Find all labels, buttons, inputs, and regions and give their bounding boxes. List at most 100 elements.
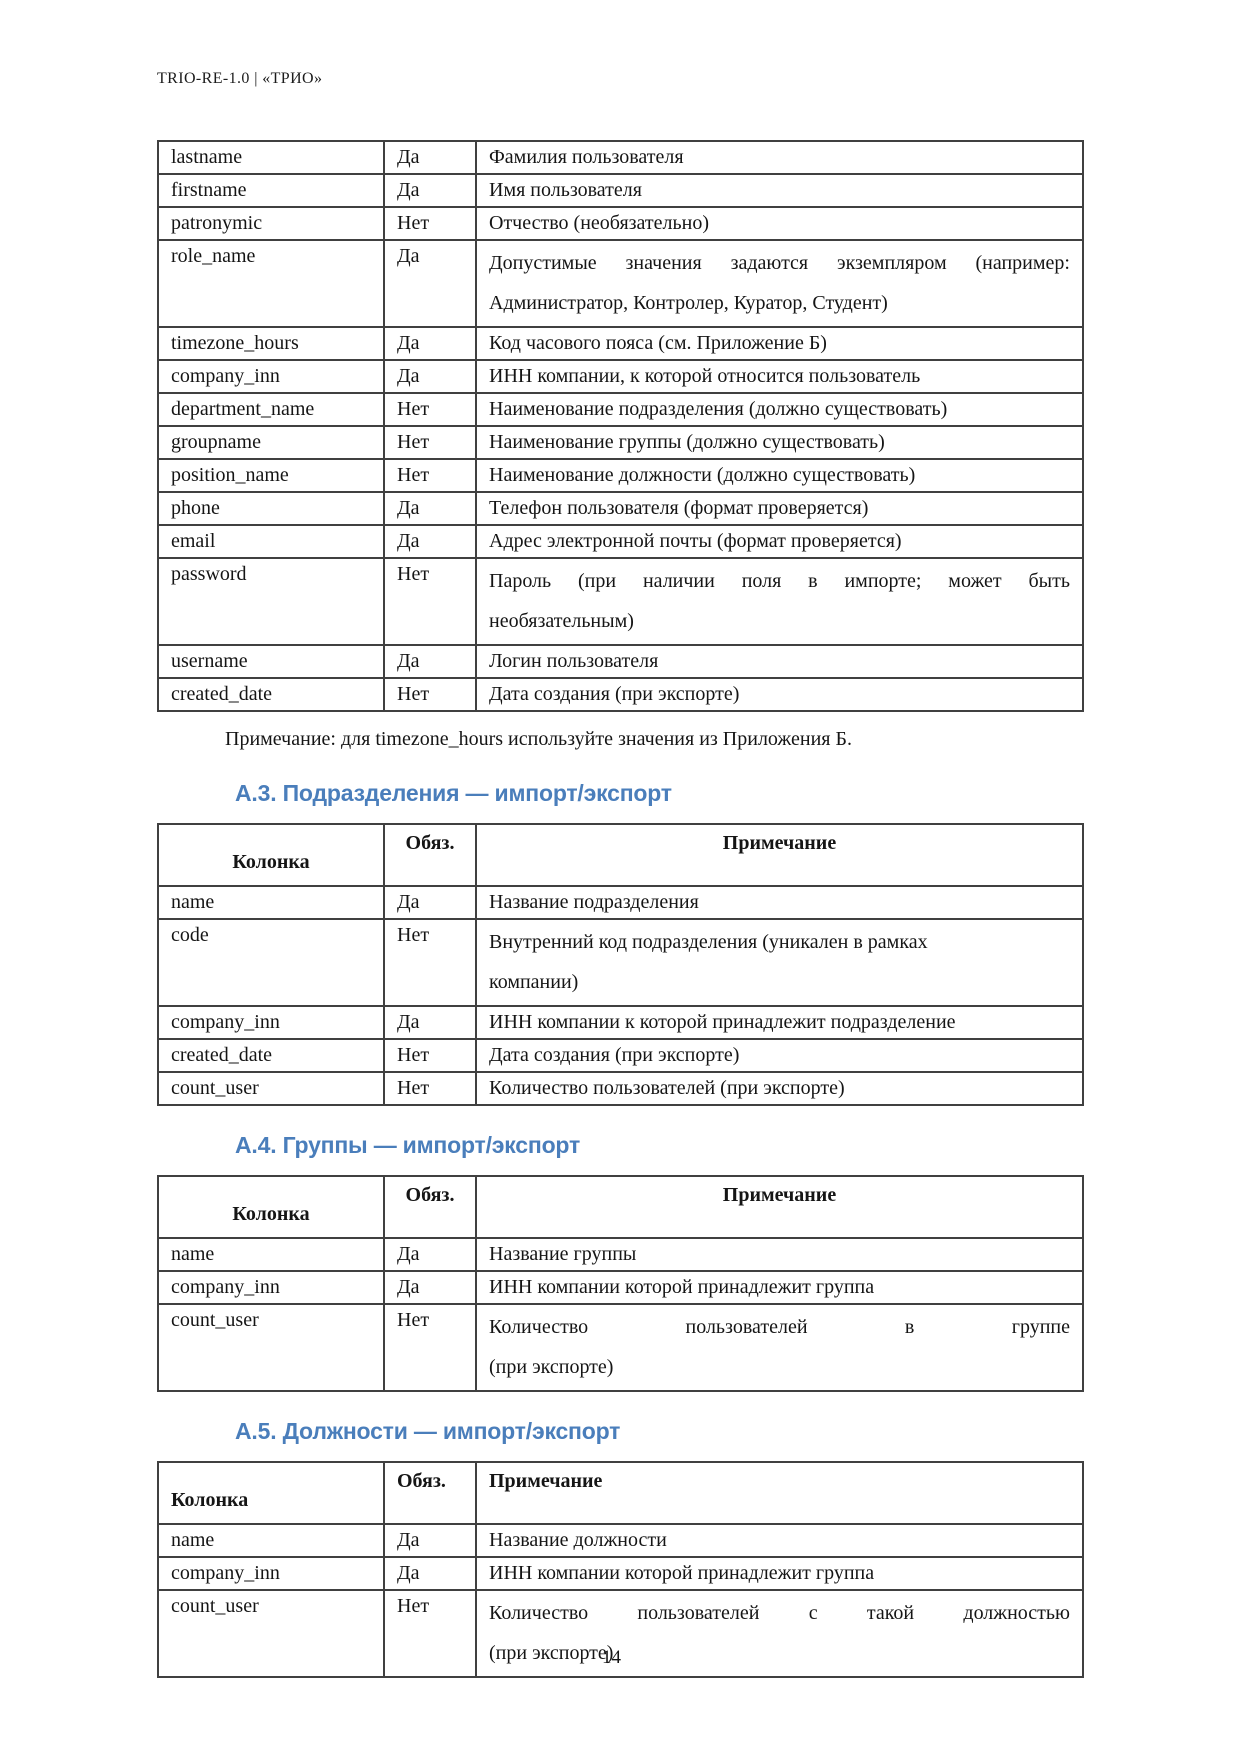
- column-name-cell: password: [157, 557, 385, 646]
- table-row: count_user Нет Количество пользователей в гру…: [157, 1303, 1084, 1392]
- required-cell: Да: [383, 1556, 477, 1591]
- note-cell: Название подразделения: [475, 885, 1084, 920]
- column-name-cell: company_inn: [157, 1556, 385, 1591]
- table-row: created_date Нет Дата создания (при экспор…: [157, 677, 1084, 712]
- note-cell: Наименование группы (должно существовать…: [475, 425, 1084, 460]
- column-name-cell: name: [157, 885, 385, 920]
- users-columns-table: lastname Да Фамилия пользователя firstname Д…: [157, 140, 1084, 712]
- note-cell: Дата создания (при экспорте): [475, 677, 1084, 712]
- column-name-cell: count_user: [157, 1303, 385, 1392]
- header-required-cell: Обяз.: [383, 1461, 477, 1525]
- required-cell: Нет: [383, 918, 477, 1007]
- positions-columns-table: Колонка Обяз. Примечание name Да Название дол…: [157, 1461, 1084, 1678]
- table-row: patronymic Нет Отчество (необязательно): [157, 206, 1084, 241]
- column-name-cell: code: [157, 918, 385, 1007]
- table-row: timezone_hours Да Код часового пояса (см. …: [157, 326, 1084, 361]
- required-cell: Нет: [383, 425, 477, 460]
- note-cell: Количество пользователей с такой должностью(…: [475, 1589, 1084, 1678]
- header-required-cell: Обяз.: [383, 823, 477, 887]
- table-row: groupname Нет Наименование группы (должно …: [157, 425, 1084, 460]
- note-cell: Название группы: [475, 1237, 1084, 1272]
- required-cell: Да: [383, 239, 477, 328]
- table-row: company_inn Да ИНН компании которой принад…: [157, 1270, 1084, 1305]
- required-cell: Да: [383, 326, 477, 361]
- column-name-cell: firstname: [157, 173, 385, 208]
- table-row: name Да Название подразделения: [157, 885, 1084, 920]
- column-name-cell: position_name: [157, 458, 385, 493]
- header-required-cell: Обяз.: [383, 1175, 477, 1239]
- note-cell: Имя пользователя: [475, 173, 1084, 208]
- column-name-cell: company_inn: [157, 359, 385, 394]
- column-name-cell: username: [157, 644, 385, 679]
- table-row: created_date Нет Дата создания (при экспор…: [157, 1038, 1084, 1073]
- required-cell: Нет: [383, 1038, 477, 1073]
- table-row: count_user Нет Количество пользователей с так…: [157, 1589, 1084, 1678]
- section-heading-a5: А.5. Должности — импорт/экспорт: [235, 1418, 621, 1444]
- note-cell: Название должности: [475, 1523, 1084, 1558]
- table-row: email Да Адрес электронной почты (формат п…: [157, 524, 1084, 559]
- table-row: name Да Название должности: [157, 1523, 1084, 1558]
- required-cell: Да: [383, 173, 477, 208]
- note-cell: ИНН компании которой принадлежит группа: [475, 1270, 1084, 1305]
- required-cell: Да: [383, 1270, 477, 1305]
- note-cell: Наименование должности (должно существов…: [475, 458, 1084, 493]
- note-cell: ИНН компании к которой принадлежит подра…: [475, 1005, 1084, 1040]
- table-row: lastname Да Фамилия пользователя: [157, 140, 1084, 175]
- header-column-name-cell: Колонка: [157, 823, 385, 887]
- required-cell: Нет: [383, 677, 477, 712]
- table-row: company_inn Да ИНН компании которой принад…: [157, 1556, 1084, 1591]
- header-column-name-cell: Колонка: [157, 1461, 385, 1525]
- header-row: Колонка Обяз. Примечание: [157, 1175, 1084, 1239]
- table-row: company_inn Да ИНН компании, к которой отн…: [157, 359, 1084, 394]
- header-note-cell: Примечание: [475, 823, 1084, 887]
- column-name-cell: name: [157, 1523, 385, 1558]
- groups-columns-table: Колонка Обяз. Примечание name Да Название гру…: [157, 1175, 1084, 1392]
- column-name-cell: groupname: [157, 425, 385, 460]
- table-row: company_inn Да ИНН компании к которой прин…: [157, 1005, 1084, 1040]
- table-row: count_user Нет Количество пользователей (п…: [157, 1071, 1084, 1106]
- table-row: name Да Название группы: [157, 1237, 1084, 1272]
- section-heading-a3: А.3. Подразделения — импорт/экспорт: [235, 780, 672, 806]
- note-cell: Количество пользователей в группе (при экспо…: [475, 1303, 1084, 1392]
- note-cell: Телефон пользователя (формат проверяется…: [475, 491, 1084, 526]
- note-cell: ИНН компании, к которой относится пользо…: [475, 359, 1084, 394]
- column-name-cell: role_name: [157, 239, 385, 328]
- note-cell: Внутренний код подразделения (уникален в…: [475, 918, 1084, 1007]
- note-cell: Фамилия пользователя: [475, 140, 1084, 175]
- required-cell: Да: [383, 1237, 477, 1272]
- table-row: department_name Нет Наименование подраздел…: [157, 392, 1084, 427]
- column-name-cell: email: [157, 524, 385, 559]
- note-cell: Дата создания (при экспорте): [475, 1038, 1084, 1073]
- required-cell: Да: [383, 644, 477, 679]
- column-name-cell: company_inn: [157, 1270, 385, 1305]
- required-cell: Нет: [383, 1589, 477, 1678]
- note-cell: Отчество (необязательно): [475, 206, 1084, 241]
- column-name-cell: lastname: [157, 140, 385, 175]
- required-cell: Нет: [383, 1071, 477, 1106]
- required-cell: Да: [383, 885, 477, 920]
- required-cell: Да: [383, 359, 477, 394]
- required-cell: Да: [383, 524, 477, 559]
- required-cell: Да: [383, 491, 477, 526]
- note-cell: ИНН компании которой принадлежит группа: [475, 1556, 1084, 1591]
- note-cell: Пароль (при наличии поля в импорте; может быть н…: [475, 557, 1084, 646]
- header-note-cell: Примечание: [475, 1461, 1084, 1525]
- required-cell: Да: [383, 140, 477, 175]
- required-cell: Нет: [383, 557, 477, 646]
- column-name-cell: created_date: [157, 1038, 385, 1073]
- table-row: username Да Логин пользователя: [157, 644, 1084, 679]
- running-header: TRIO-RE-1.0 | «ТРИО»: [157, 70, 323, 87]
- table-row: phone Да Телефон пользователя (формат пров…: [157, 491, 1084, 526]
- page-number: 14: [602, 1647, 621, 1668]
- header-row: Колонка Обяз. Примечание: [157, 1461, 1084, 1525]
- note-cell: Количество пользователей (при экспорте): [475, 1071, 1084, 1106]
- header-column-name-cell: Колонка: [157, 1175, 385, 1239]
- column-name-cell: timezone_hours: [157, 326, 385, 361]
- header-row: Колонка Обяз. Примечание: [157, 823, 1084, 887]
- required-cell: Да: [383, 1005, 477, 1040]
- required-cell: Да: [383, 1523, 477, 1558]
- column-name-cell: name: [157, 1237, 385, 1272]
- column-name-cell: department_name: [157, 392, 385, 427]
- required-cell: Нет: [383, 206, 477, 241]
